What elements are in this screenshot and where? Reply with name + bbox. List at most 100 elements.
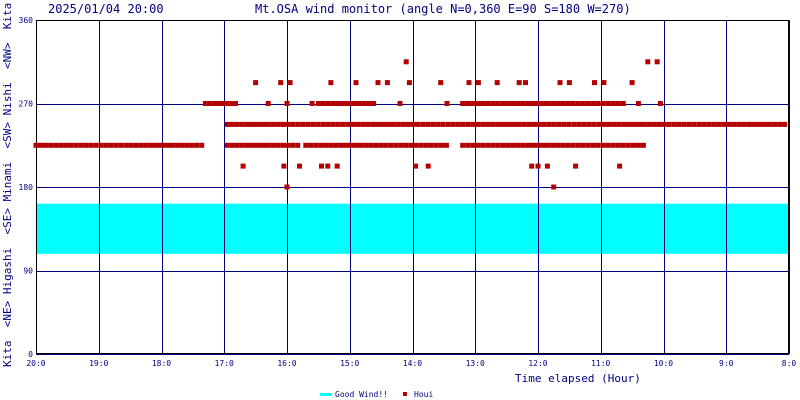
houi-point (721, 121, 727, 127)
houi-point (620, 142, 626, 148)
houi-point (363, 142, 369, 148)
houi-point (270, 142, 276, 148)
houi-point (485, 121, 491, 127)
houi-point (676, 121, 682, 127)
houi-point (480, 121, 486, 127)
houi-point (385, 121, 391, 127)
x-tick-label: 11:0 (591, 359, 610, 368)
houi-point (600, 101, 606, 106)
houi-point (520, 101, 526, 106)
houi-point (398, 142, 404, 148)
houi-point (506, 121, 511, 127)
houi-point (295, 142, 301, 148)
houi-point (348, 142, 354, 148)
houi-point (63, 142, 69, 148)
houi-point (585, 101, 591, 106)
houi-point (601, 80, 607, 86)
houi-point (295, 121, 301, 127)
houi-point (320, 101, 326, 106)
houi-point (138, 142, 144, 148)
houi-point (318, 142, 324, 148)
houi-point (496, 121, 501, 127)
houi-point (325, 163, 331, 169)
houi-point (260, 142, 265, 148)
houi-point (433, 142, 439, 148)
x-tick-label: 15:0 (340, 359, 359, 368)
houi-point (154, 142, 159, 148)
houi-series-layer (33, 59, 788, 190)
houi-point (475, 101, 481, 106)
houi-point (470, 101, 476, 106)
houi-point (265, 101, 271, 106)
houi-point (290, 121, 296, 127)
houi-point (239, 142, 245, 148)
houi-point (772, 121, 778, 127)
houi-point (164, 142, 169, 148)
houi-point (540, 142, 546, 148)
houi-point (228, 101, 233, 106)
houi-point (323, 142, 329, 148)
houi-point (641, 121, 647, 127)
houi-point (631, 121, 637, 127)
houi-point (440, 121, 446, 127)
houi-point (397, 101, 403, 106)
houi-point (400, 121, 406, 127)
y-tick-label: 180 (19, 183, 34, 192)
houi-point (334, 163, 340, 169)
houi-point (521, 121, 527, 127)
houi-point (93, 142, 99, 148)
houi-point (365, 121, 371, 127)
houi-point (592, 80, 597, 86)
houi-point (275, 142, 281, 148)
houi-point (731, 121, 737, 127)
houi-point (581, 121, 587, 127)
houi-point (280, 121, 286, 127)
houi-point (438, 142, 444, 148)
houi-point (600, 142, 606, 148)
x-tick-label: 13:0 (466, 359, 485, 368)
houi-point (403, 142, 409, 148)
houi-point (373, 142, 379, 148)
houi-point (620, 101, 626, 106)
houi-point (615, 101, 621, 106)
houi-point (240, 163, 246, 169)
grid-layer (36, 20, 790, 355)
x-tick-label: 20:0 (26, 359, 45, 368)
houi-point (511, 121, 516, 127)
houi-point (218, 101, 223, 106)
houi-point (270, 121, 276, 127)
houi-point (68, 142, 74, 148)
houi-point (393, 142, 399, 148)
houi-point (630, 142, 636, 148)
houi-point (561, 121, 567, 127)
houi-point (406, 80, 412, 86)
houi-point (184, 142, 190, 148)
houi-point (310, 121, 316, 127)
houi-point (78, 142, 84, 148)
houi-point (281, 163, 287, 169)
x-tick-label: 10:0 (654, 359, 673, 368)
houi-point (530, 101, 536, 106)
houi-point (500, 142, 506, 148)
houi-point (691, 121, 697, 127)
houi-point (505, 101, 511, 106)
houi-point (355, 121, 361, 127)
houi-point (343, 142, 349, 148)
houi-point (443, 142, 449, 148)
houi-point (224, 121, 230, 127)
houi-point (544, 163, 550, 169)
tick-label-layer: 20:0 19:0 18:0 17:0 16:0 15:0 14:0 13:0 12:0 11:0… (19, 16, 797, 368)
houi-point (229, 142, 235, 148)
x-tick-label: 14:0 (403, 359, 422, 368)
houi-point (375, 80, 381, 86)
houi-point (413, 142, 419, 148)
houi-point (757, 121, 762, 127)
houi-point (383, 142, 389, 148)
houi-point (234, 142, 240, 148)
houi-point (525, 142, 531, 148)
houi-point (525, 101, 531, 106)
houi-point (260, 121, 265, 127)
legend-swatch-good-wind (320, 393, 332, 396)
